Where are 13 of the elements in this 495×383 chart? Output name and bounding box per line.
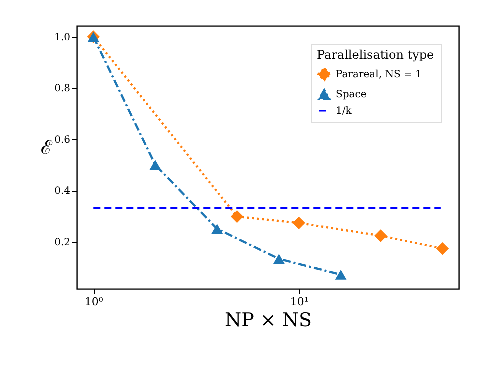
y-tick-label: 0.6 — [54, 134, 70, 146]
x-axis-title: NP × NS — [224, 310, 312, 332]
legend-label: 1/k — [336, 106, 353, 117]
x-tick-label: 10⁰ — [84, 296, 104, 308]
x-tick-label: 10¹ — [290, 296, 309, 308]
y-axis-title: ℰ — [41, 137, 54, 159]
legend-label: Space — [336, 90, 367, 100]
y-tick-label: 0.8 — [54, 84, 70, 95]
legend-label: Parareal, NS = 1 — [336, 70, 422, 80]
legend-title: Parallelisation type — [317, 48, 434, 62]
y-tick-label: 0.4 — [54, 186, 70, 198]
y-tick-label: 0.2 — [54, 237, 70, 248]
y-tick-label: 1.0 — [54, 32, 70, 44]
